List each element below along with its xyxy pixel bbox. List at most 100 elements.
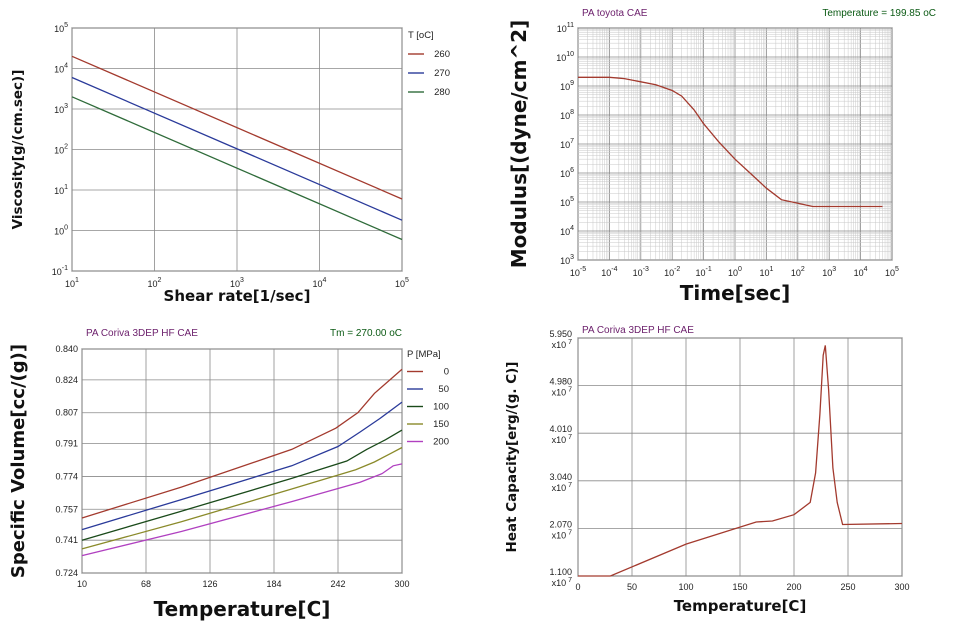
x-tick-label: 250 (840, 582, 855, 592)
series-line-50 (81, 401, 403, 531)
x-tick-label: 150 (732, 582, 747, 592)
y-tick-multiplier: x10 7 (552, 434, 572, 445)
legend-label: 100 (433, 402, 449, 413)
legend-label: 260 (434, 49, 450, 60)
x-tick-label: 103 (822, 266, 836, 278)
y-tick-multiplier: x10 7 (552, 577, 572, 588)
x-tick-label: 102 (148, 277, 162, 289)
x-tick-label: 10-4 (601, 266, 617, 278)
y-tick-multiplier: x10 7 (552, 482, 572, 493)
y-tick-label: 4.980 (549, 377, 572, 387)
y-tick-label: 107 (560, 138, 574, 150)
viscosity-chart: 101 102 103 104 105 10-1 100 101 102 103 104 105 She… (10, 22, 450, 305)
y-tick-label: 100 (54, 225, 68, 237)
x-tick-label: 0 (575, 582, 580, 592)
legend-label: 0 (444, 367, 449, 378)
modulus-chart: PA toyota CAE Temperature = 199.85 oC 10-5… (507, 8, 936, 305)
y-tick-label: 103 (54, 103, 68, 115)
x-tick-label: 104 (854, 266, 868, 278)
series-line-270 (71, 76, 403, 221)
x-tick-label: 10-2 (664, 266, 680, 278)
series-line-100 (81, 429, 403, 541)
grid-lines (81, 348, 403, 574)
series-line-1 (578, 76, 883, 208)
series-line-280 (71, 96, 403, 241)
x-axis-label: Temperature[C] (154, 597, 331, 621)
legend: T [oC]260 270 280 (408, 30, 450, 98)
x-tick-label: 105 (395, 277, 409, 289)
legend-label: 200 (433, 437, 449, 448)
grid-lines (577, 27, 893, 261)
x-axis-label: Temperature[C] (674, 597, 807, 615)
y-tick-label: 109 (560, 80, 574, 92)
chart-header-right: Tm = 270.00 oC (330, 328, 402, 339)
x-tick-label: 242 (330, 579, 345, 589)
legend-label: 50 (438, 384, 449, 395)
legend: P [MPa]0 50 100 150 200 (407, 349, 449, 448)
plot-area (81, 348, 403, 574)
y-axis-label: Heat Capacity[erg/(g. C)] (504, 362, 520, 553)
x-tick-label: 10-5 (570, 266, 586, 278)
y-tick-label: 101 (54, 184, 68, 196)
y-tick-label: 0.757 (55, 504, 78, 514)
y-tick-label: 1.100 (549, 567, 572, 577)
y-tick-label: 3.040 (549, 472, 572, 482)
x-tick-label: 50 (627, 582, 637, 592)
specific-volume-chart: PA Coriva 3DEP HF CAE Tm = 270.00 oC 10 68 1… (8, 328, 449, 621)
y-tick-label: 5.950 (549, 329, 572, 339)
series-group (578, 76, 883, 208)
x-tick-label: 104 (313, 277, 327, 289)
legend-label: 280 (434, 87, 450, 98)
x-tick-label: 126 (202, 579, 217, 589)
y-tick-label: 104 (54, 63, 68, 75)
x-tick-label: 103 (230, 277, 244, 289)
y-tick-label: 0.724 (55, 568, 78, 578)
series-line-150 (81, 446, 403, 550)
y-tick-label: 10-1 (52, 265, 68, 277)
y-tick-label: 103 (560, 254, 574, 266)
x-tick-label: 10-3 (633, 266, 649, 278)
y-tick-label: 0.741 (55, 535, 78, 545)
chart-header-right: Temperature = 199.85 oC (822, 8, 936, 19)
x-tick-label: 300 (394, 579, 409, 589)
y-tick-label: 108 (560, 109, 574, 121)
legend-title: P [MPa] (407, 349, 441, 360)
y-tick-label: 102 (54, 144, 68, 156)
chart-header-left: PA toyota CAE (582, 8, 648, 19)
series-group (81, 368, 403, 557)
x-tick-label: 101 (759, 266, 773, 278)
y-axis-label: Viscosity[g/(cm.sec)] (10, 70, 26, 230)
y-tick-label: 0.824 (55, 375, 78, 385)
y-tick-multiplier: x10 7 (552, 529, 572, 540)
x-tick-label: 105 (885, 266, 899, 278)
x-tick-label: 100 (678, 582, 693, 592)
y-axis-label: Specific Volume[cc/(g)] (8, 344, 29, 578)
x-tick-label: 200 (786, 582, 801, 592)
y-tick-label: 0.807 (55, 408, 78, 418)
y-tick-label: 105 (54, 22, 68, 34)
y-tick-label: 106 (560, 167, 574, 179)
grid-lines (577, 337, 903, 577)
y-tick-multiplier: x10 7 (552, 387, 572, 398)
series-line-260 (71, 55, 403, 200)
x-tick-label: 10-1 (695, 266, 711, 278)
x-tick-label: 300 (894, 582, 909, 592)
y-tick-label: 0.774 (55, 471, 78, 481)
x-tick-label: 184 (266, 579, 281, 589)
y-tick-label: 1010 (556, 51, 574, 63)
x-tick-label: 10 (77, 579, 87, 589)
x-axis-label: Shear rate[1/sec] (164, 287, 311, 305)
y-tick-label: 0.791 (55, 439, 78, 449)
y-tick-label: 0.840 (55, 344, 78, 354)
y-tick-multiplier: x10 7 (552, 339, 572, 350)
legend-title: T [oC] (408, 30, 434, 41)
y-tick-label: 1011 (557, 22, 574, 34)
y-tick-label: 2.070 (549, 519, 572, 529)
y-tick-label: 4.010 (549, 424, 572, 434)
chart-header-left: PA Coriva 3DEP HF CAE (86, 328, 198, 339)
chart-header-left: PA Coriva 3DEP HF CAE (582, 325, 694, 336)
legend-label: 270 (434, 68, 450, 79)
x-tick-label: 100 (728, 266, 742, 278)
legend-label: 150 (433, 419, 449, 430)
